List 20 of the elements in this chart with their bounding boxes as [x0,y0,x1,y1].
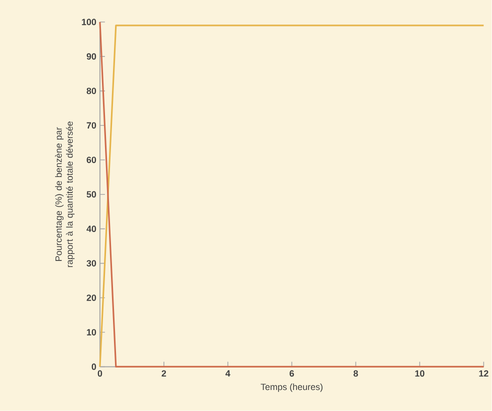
x-tick-label: 12 [479,370,488,377]
y-tick-label: 30 [86,260,96,267]
y-tick-label: 90 [86,53,96,60]
x-tick-label: 10 [415,370,424,377]
x-tick-label: 8 [354,370,358,377]
y-tick-label: 20 [86,294,96,302]
y-tick-label: 0 [92,364,96,370]
y-axis-title: Pourcentage (%) de benzène par rapport à la quantité totale déversée [55,122,75,268]
y-tick-label: 60 [86,156,96,164]
y-tick-label: 70 [86,122,96,129]
x-tick-label: 6 [290,370,294,377]
x-tick-label: 4 [225,370,230,377]
y-tick-label: 100 [82,18,96,26]
y-tick-label: 80 [86,88,96,94]
y-tick-label: 50 [86,191,96,198]
y-tick-label: 10 [86,329,96,336]
x-tick-label: 2 [162,370,166,377]
x-tick-label: 0 [98,370,102,377]
x-axis-title: Temps (heures) [260,384,322,392]
y-tick-label: 40 [86,226,96,232]
